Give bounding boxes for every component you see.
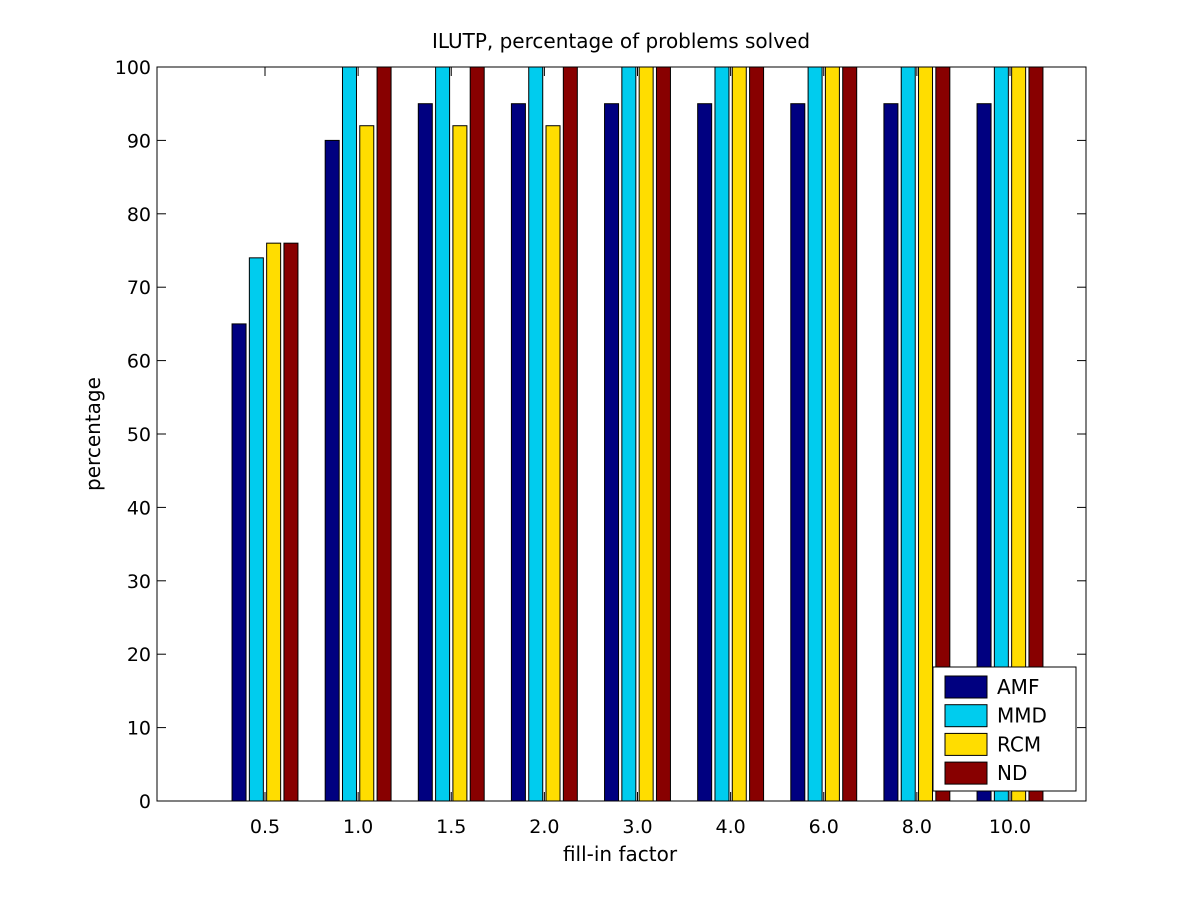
bar-rcm-0.5 xyxy=(266,242,282,802)
bar-mmd-6.0 xyxy=(807,66,823,802)
x-tick-label: 8.0 xyxy=(902,816,932,838)
x-axis-title: fill-in factor xyxy=(563,842,678,866)
bar-amf-6.0 xyxy=(790,103,806,802)
legend-swatch-amf xyxy=(944,675,988,699)
bars-layer xyxy=(231,66,1044,802)
x-tick-label: 10.0 xyxy=(989,816,1031,838)
legend-swatch-rcm xyxy=(944,732,988,756)
y-tick-label: 70 xyxy=(127,277,151,299)
legend-label-rcm: RCM xyxy=(997,732,1041,756)
bar-amf-3.0 xyxy=(604,103,620,802)
x-tick-label: 3.0 xyxy=(622,816,652,838)
legend-label-nd: ND xyxy=(997,761,1027,785)
bar-rcm-4.0 xyxy=(731,66,747,802)
y-tick-label: 40 xyxy=(127,497,151,519)
bar-mmd-1.0 xyxy=(341,66,357,802)
y-tick-label: 10 xyxy=(127,718,151,740)
x-tick-label: 6.0 xyxy=(809,816,839,838)
bar-rcm-3.0 xyxy=(638,66,654,802)
x-tick-label: 4.0 xyxy=(716,816,746,838)
y-tick-label: 90 xyxy=(127,130,151,152)
bar-nd-6.0 xyxy=(842,66,858,802)
legend-swatch-nd xyxy=(944,761,988,785)
bar-rcm-2.0 xyxy=(545,125,561,802)
y-tick-label: 60 xyxy=(127,351,151,373)
chart-title: ILUTP, percentage of problems solved xyxy=(432,29,810,53)
y-tick-label: 50 xyxy=(127,424,151,446)
x-tick-label: 1.0 xyxy=(343,816,373,838)
y-tick-label: 20 xyxy=(127,644,151,666)
bar-mmd-2.0 xyxy=(528,66,544,802)
legend-swatch-mmd xyxy=(944,704,988,728)
axis-ticks xyxy=(157,66,1086,802)
bar-mmd-4.0 xyxy=(714,66,730,802)
legend: AMF MMD RCM ND xyxy=(932,666,1077,792)
y-tick-label: 100 xyxy=(115,57,151,79)
bar-rcm-1.0 xyxy=(359,125,375,802)
x-tick-label: 0.5 xyxy=(250,816,280,838)
axis-tick-labels: 0 10 20 30 40 50 60 70 80 90 100 0.5 1.0 1.5 2.0 3.0 4.0… xyxy=(115,57,1031,838)
bar-nd-0.5 xyxy=(283,242,299,802)
bar-nd-1.0 xyxy=(376,66,392,802)
bar-mmd-1.5 xyxy=(435,66,451,802)
x-tick-label: 2.0 xyxy=(529,816,559,838)
y-tick-label: 80 xyxy=(127,204,151,226)
bar-amf-2.0 xyxy=(510,103,526,802)
bar-mmd-0.5 xyxy=(248,257,264,802)
bar-mmd-8.0 xyxy=(900,66,916,802)
bar-rcm-1.5 xyxy=(452,125,468,802)
y-tick-label: 30 xyxy=(127,571,151,593)
bar-amf-4.0 xyxy=(697,103,713,802)
y-tick-label: 0 xyxy=(139,791,151,813)
bar-nd-2.0 xyxy=(562,66,578,802)
bar-rcm-6.0 xyxy=(824,66,840,802)
bar-rcm-8.0 xyxy=(918,66,934,802)
legend-label-mmd: MMD xyxy=(997,704,1047,728)
bar-amf-0.5 xyxy=(231,323,247,802)
y-axis-title: percentage xyxy=(81,377,105,491)
bar-nd-1.5 xyxy=(469,66,485,802)
bar-amf-1.5 xyxy=(417,103,433,802)
legend-label-amf: AMF xyxy=(997,675,1039,699)
bar-nd-4.0 xyxy=(749,66,765,802)
bar-mmd-3.0 xyxy=(621,66,637,802)
bar-amf-1.0 xyxy=(324,139,340,802)
bar-nd-3.0 xyxy=(655,66,671,802)
x-tick-label: 1.5 xyxy=(436,816,466,838)
bar-amf-8.0 xyxy=(883,103,899,802)
